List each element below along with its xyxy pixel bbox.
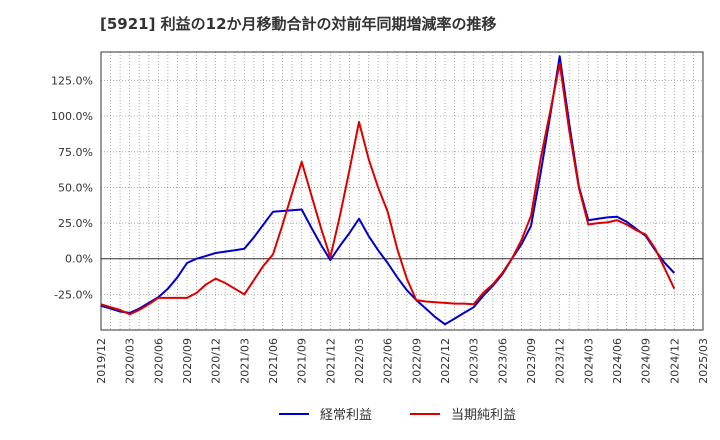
x-tick-label: 2023/12 [554,338,567,384]
y-tick-label: 75.0% [58,146,93,159]
y-tick-label: 125.0% [51,75,93,88]
x-tick-label: 2020/03 [124,338,137,384]
x-tick-label: 2019/12 [95,338,108,384]
x-tick-label: 2024/06 [611,338,624,384]
x-tick-label: 2024/03 [582,338,595,384]
x-tick-label: 2022/09 [410,338,423,384]
grid [101,52,703,330]
x-tick-label: 2022/12 [439,338,452,384]
legend-label: 経常利益 [320,408,372,423]
y-tick-label: 0.0% [65,253,93,266]
x-tick-label: 2023/09 [525,338,538,384]
x-tick-label: 2020/12 [210,338,223,384]
legend-label: 当期純利益 [451,408,516,423]
y-axis: -25.0% 0.0% 25.0% 50.0% 75.0% 100.0% 125.0% [51,75,93,302]
x-tick-label: 2025/03 [697,338,710,384]
plot-area [100,51,704,331]
x-tick-label: 2021/03 [238,338,251,384]
legend: 経常利益 当期純利益 [279,408,516,423]
x-tick-label: 2020/09 [181,338,194,384]
x-tick-label: 2021/09 [296,338,309,384]
x-tick-label: 2021/06 [267,338,280,384]
x-tick-label: 2024/12 [668,338,681,384]
y-tick-label: -25.0% [54,288,93,301]
x-tick-label: 2024/09 [640,338,653,384]
series-group [100,55,676,326]
chart-title: [5921] 利益の12か月移動合計の対前年同期増減率の推移 [100,15,497,33]
y-tick-label: 50.0% [58,181,93,194]
x-tick-label: 2023/06 [496,338,509,384]
x-tick-label: 2022/06 [382,338,395,384]
x-tick-label: 2020/06 [152,338,165,384]
series-line-touki-junrieki [100,62,676,316]
x-tick-label: 2021/12 [324,338,337,384]
x-axis: 2019/12 2020/03 2020/06 2020/09 2020/12 2021/… [95,338,710,384]
y-tick-label: 100.0% [51,110,93,123]
x-tick-label: 2023/03 [468,338,481,384]
y-tick-label: 25.0% [58,217,93,230]
x-tick-label: 2022/03 [353,338,366,384]
